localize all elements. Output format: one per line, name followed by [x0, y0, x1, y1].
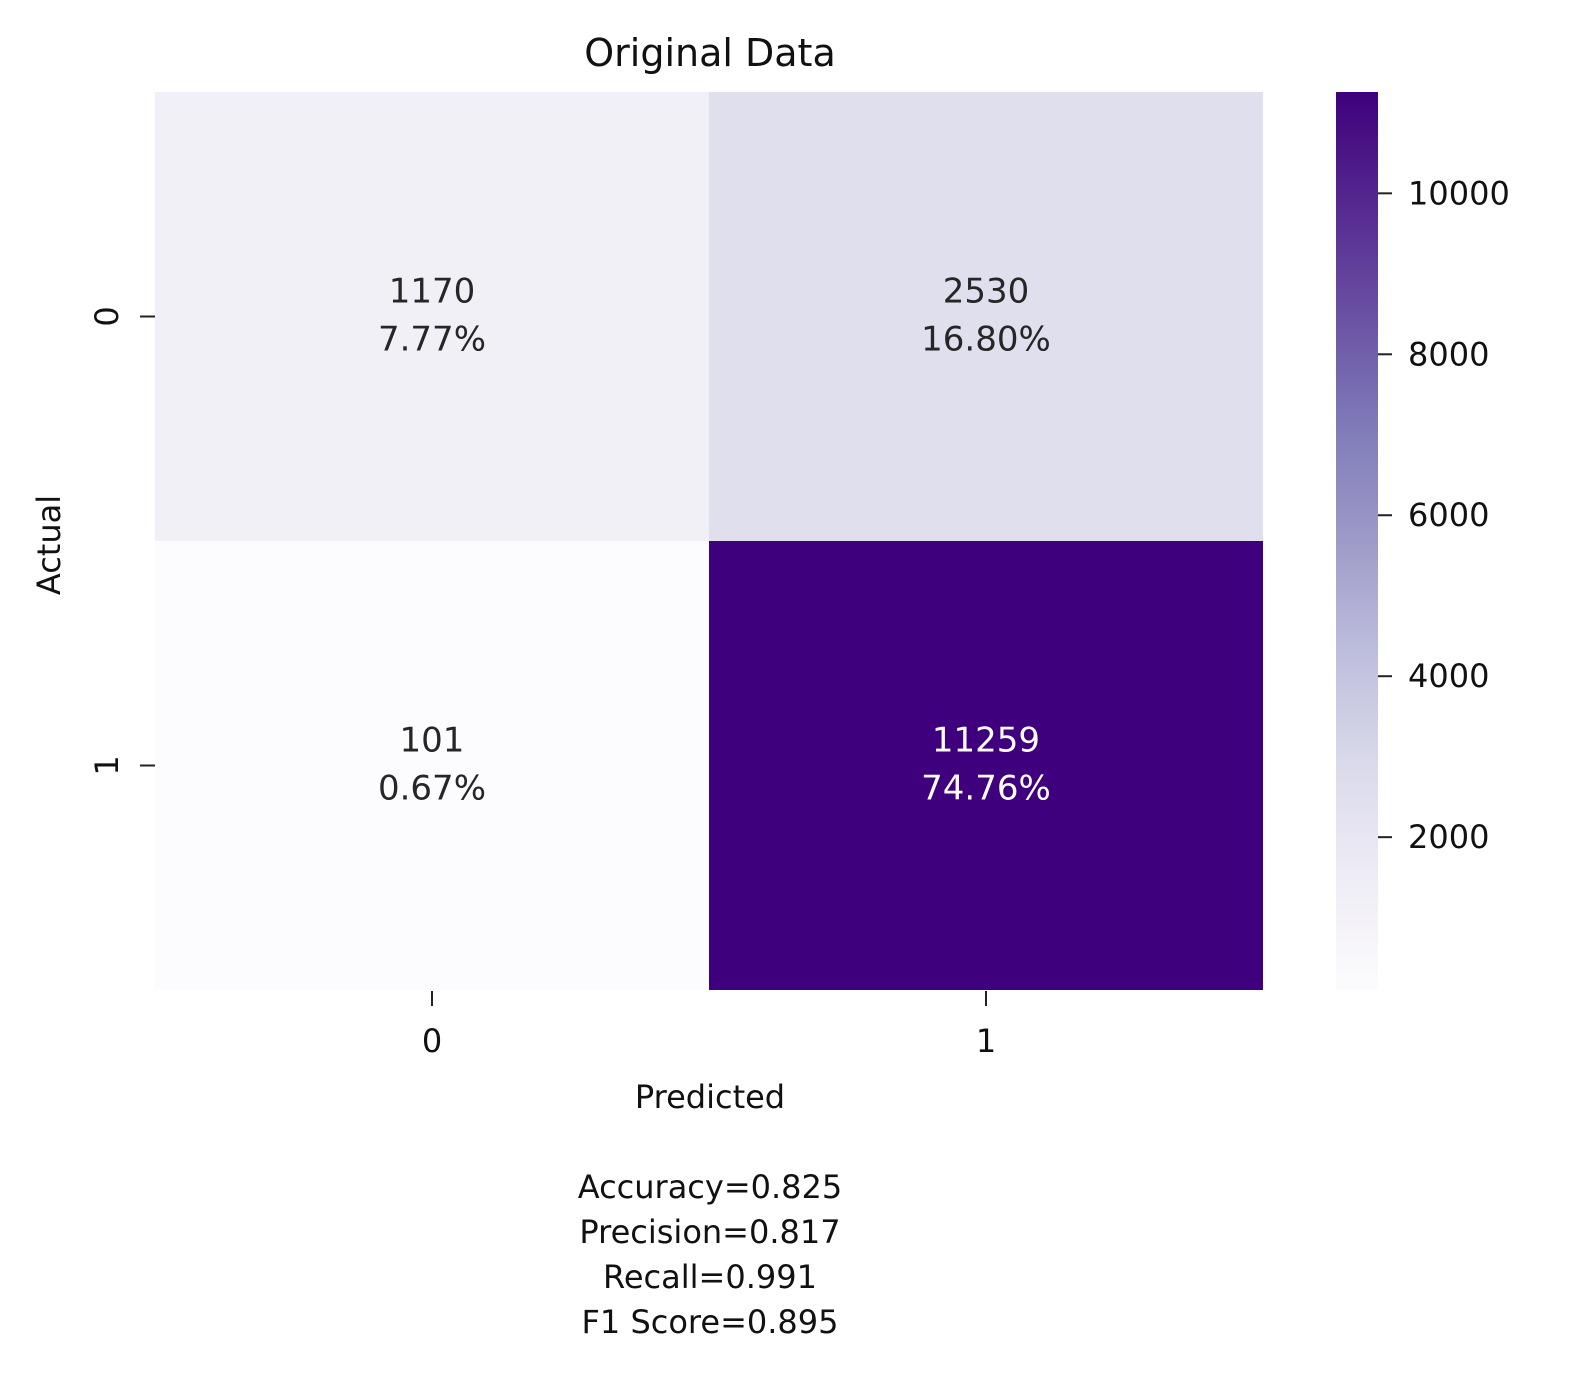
cell-percent-label-1-1: 74.76%: [921, 769, 1051, 809]
heatmap-cell-labels: 1170 7.77% 2530 16.80% 101 0.67% 11259 74.76%: [378, 272, 1051, 809]
cell-percent-label-1-0: 0.67%: [378, 769, 486, 809]
colorbar-tick-label-10000: 10000: [1408, 174, 1510, 212]
metric-line-1: Precision=0.817: [579, 1213, 840, 1251]
heatmap-cell-1-0: [155, 541, 709, 990]
metric-line-0: Accuracy=0.825: [578, 1168, 843, 1206]
colorbar: [1336, 92, 1378, 990]
y-axis: 01: [88, 306, 155, 776]
metric-line-2: Recall=0.991: [603, 1258, 817, 1296]
metric-line-3: F1 Score=0.895: [582, 1303, 839, 1341]
heatmap-cell-1-1: [709, 541, 1263, 990]
cell-count-label-0-0: 1170: [389, 272, 476, 312]
cell-count-label-1-0: 101: [400, 721, 465, 761]
colorbar-ticks: 2000 4000 6000 8000 10000: [1378, 174, 1510, 856]
colorbar-tick-label-8000: 8000: [1408, 335, 1489, 373]
cell-count-label-1-1: 11259: [932, 721, 1040, 761]
cell-percent-label-0-0: 7.77%: [378, 320, 486, 360]
heatmap-cell-0-1: [709, 92, 1263, 541]
x-tick-label-0: 0: [422, 1022, 442, 1060]
cell-percent-label-0-1: 16.80%: [921, 320, 1051, 360]
cell-count-label-0-1: 2530: [943, 272, 1030, 312]
heatmap-cell-0-0: [155, 92, 709, 541]
colorbar-tick-label-4000: 4000: [1408, 657, 1489, 695]
y-axis-label: Actual: [30, 495, 68, 595]
chart-title: Original Data: [584, 31, 836, 75]
heatmap-cells: [155, 92, 1263, 990]
colorbar-tick-label-2000: 2000: [1408, 818, 1489, 856]
metrics-block: Accuracy=0.825 Precision=0.817 Recall=0.99…: [578, 1168, 843, 1341]
x-axis-label: Predicted: [635, 1078, 785, 1116]
y-tick-label-1: 1: [88, 755, 126, 775]
colorbar-tick-label-6000: 6000: [1408, 496, 1489, 534]
y-tick-label-0: 0: [88, 306, 126, 326]
x-tick-label-1: 1: [976, 1022, 996, 1060]
